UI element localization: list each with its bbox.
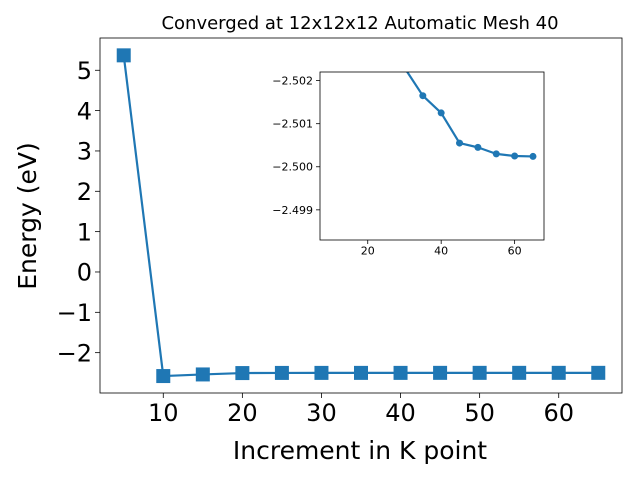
x-tick-label: 20 <box>361 244 375 257</box>
main-plot-area: 10 20 30 40 50 60 −2 −1 0 1 2 3 4 5 <box>57 37 623 427</box>
x-tick-label: 50 <box>464 399 495 427</box>
data-point <box>474 143 482 151</box>
data-point <box>551 365 566 380</box>
data-point <box>591 365 606 380</box>
x-tick-label: 40 <box>434 244 448 257</box>
x-tick-label: 30 <box>306 399 337 427</box>
data-point <box>314 365 329 380</box>
data-point <box>437 109 445 117</box>
y-tick-label: −2.502 <box>272 75 313 88</box>
inset-plot-area: 20 40 60 −2.502 −2.501 −2.500 −2.499 <box>272 71 545 257</box>
x-tick-label: 60 <box>508 244 522 257</box>
data-point <box>433 365 448 380</box>
data-point <box>116 48 131 63</box>
chart-title: Converged at 12x12x12 Automatic Mesh 40 <box>161 13 558 34</box>
data-point <box>456 139 464 147</box>
y-tick-label: −2.500 <box>272 161 313 174</box>
main-chart: Converged at 12x12x12 Automatic Mesh 40 … <box>13 13 623 465</box>
y-tick-label: −2 <box>57 339 92 367</box>
x-tick-label: 40 <box>385 399 416 427</box>
x-tick-label: 20 <box>227 399 258 427</box>
data-point <box>512 365 527 380</box>
x-tick-label: 10 <box>148 399 179 427</box>
y-tick-label: 3 <box>77 138 92 166</box>
series-group <box>405 72 537 160</box>
y-axis-label: Energy (eV) <box>13 142 42 289</box>
data-point <box>393 365 408 380</box>
data-point <box>235 366 250 381</box>
y-tick-label: 0 <box>77 259 92 287</box>
data-point <box>529 152 537 160</box>
data-point <box>195 367 210 382</box>
x-tick-label: 60 <box>543 399 574 427</box>
data-point <box>419 92 427 100</box>
data-point <box>274 365 289 380</box>
data-point <box>492 150 500 158</box>
y-tick-label: 5 <box>77 57 92 85</box>
y-tick-label: −2.501 <box>272 118 313 131</box>
y-tick-label: −2.499 <box>272 204 313 217</box>
y-tick-label: 4 <box>77 97 92 125</box>
data-point <box>354 365 368 380</box>
y-tick-label: 1 <box>77 218 92 246</box>
series-group <box>116 48 606 384</box>
y-tick-label: −1 <box>57 299 92 327</box>
plot-frame <box>99 37 623 394</box>
y-tick-label: 2 <box>77 178 92 206</box>
x-axis-label: Increment in K point <box>233 436 487 465</box>
plot-frame <box>319 71 545 241</box>
inset-chart: 20 40 60 −2.502 −2.501 −2.500 −2.499 <box>272 71 545 257</box>
data-point <box>472 365 487 380</box>
data-point <box>156 369 171 384</box>
data-point <box>511 152 519 160</box>
